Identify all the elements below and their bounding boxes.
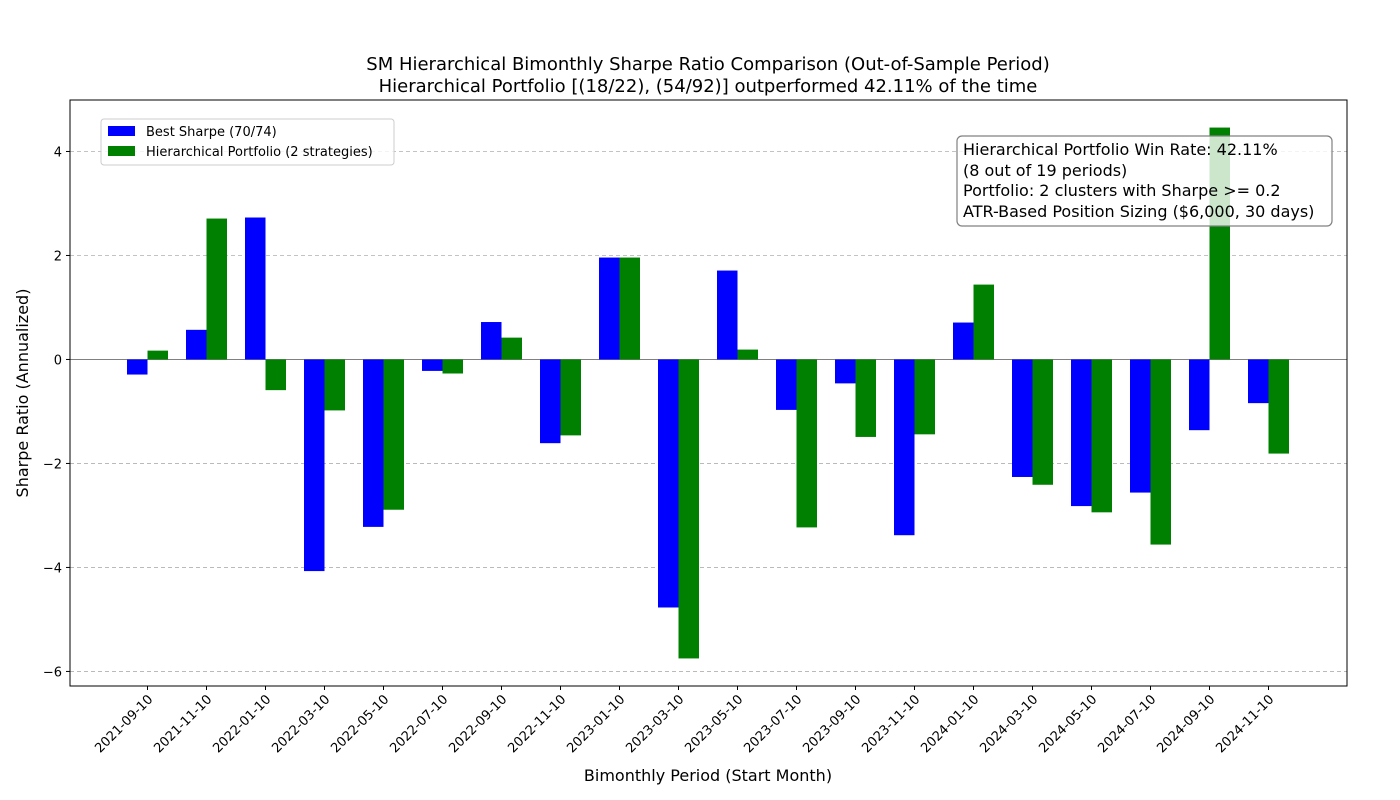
y-tick-label: 4 bbox=[54, 145, 62, 160]
legend-label-hierarchical-portfolio: Hierarchical Portfolio (2 strategies) bbox=[146, 145, 373, 160]
bar-hierarchical-portfolio bbox=[737, 349, 758, 360]
bar-hierarchical-portfolio bbox=[147, 350, 168, 360]
bar-hierarchical-portfolio bbox=[1032, 359, 1053, 485]
legend-box bbox=[100, 118, 395, 166]
bar-hierarchical-portfolio bbox=[914, 359, 935, 435]
x-axis-label: Bimonthly Period (Start Month) bbox=[584, 766, 832, 785]
bar-best-sharpe bbox=[540, 359, 561, 444]
bar-best-sharpe bbox=[1130, 359, 1151, 493]
bar-hierarchical-portfolio bbox=[796, 359, 817, 528]
bar-hierarchical-portfolio bbox=[1091, 359, 1112, 513]
bar-best-sharpe bbox=[363, 359, 384, 527]
bar-hierarchical-portfolio bbox=[383, 359, 404, 510]
bar-hierarchical-portfolio bbox=[973, 284, 994, 360]
bar-best-sharpe bbox=[1012, 359, 1033, 477]
bar-hierarchical-portfolio bbox=[501, 337, 522, 360]
annotation-box: Hierarchical Portfolio Win Rate: 42.11% … bbox=[956, 135, 1333, 227]
bar-best-sharpe bbox=[481, 322, 502, 360]
bar-hierarchical-portfolio bbox=[1268, 359, 1289, 454]
bar-best-sharpe bbox=[245, 217, 266, 360]
bar-best-sharpe bbox=[835, 359, 856, 384]
legend-swatch-best-sharpe bbox=[108, 126, 135, 136]
y-tick-label: −2 bbox=[43, 457, 62, 472]
bar-best-sharpe bbox=[127, 359, 148, 375]
y-axis-label: Sharpe Ratio (Annualized) bbox=[13, 289, 32, 498]
y-tick-label: 0 bbox=[54, 353, 62, 368]
bar-best-sharpe bbox=[1189, 359, 1210, 431]
y-tick-label: −6 bbox=[43, 665, 62, 680]
bar-hierarchical-portfolio bbox=[678, 359, 699, 659]
annotation-line-sizing: ATR-Based Position Sizing ($6,000, 30 da… bbox=[963, 202, 1314, 221]
legend: Best Sharpe (70/74) Hierarchical Portfol… bbox=[100, 118, 395, 166]
chart-title: SM Hierarchical Bimonthly Sharpe Ratio C… bbox=[366, 54, 1049, 75]
bar-best-sharpe bbox=[1248, 359, 1269, 404]
annotation-line-win-rate: Hierarchical Portfolio Win Rate: 42.11% bbox=[963, 140, 1278, 159]
bar-hierarchical-portfolio bbox=[442, 359, 463, 374]
bar-best-sharpe bbox=[953, 322, 974, 360]
y-tick-label: −4 bbox=[43, 561, 62, 576]
legend-swatch-hierarchical-portfolio bbox=[108, 146, 135, 156]
bar-best-sharpe bbox=[1071, 359, 1092, 507]
y-tick-label: 2 bbox=[54, 249, 62, 264]
annotation-line-clusters: Portfolio: 2 clusters with Sharpe >= 0.2 bbox=[963, 181, 1281, 200]
bar-best-sharpe bbox=[776, 359, 797, 410]
plot-area-frame bbox=[69, 99, 1348, 687]
bar-hierarchical-portfolio bbox=[265, 359, 286, 391]
bar-hierarchical-portfolio bbox=[206, 218, 227, 360]
bar-best-sharpe bbox=[658, 359, 679, 608]
chart-subtitle: Hierarchical Portfolio [(18/22), (54/92)… bbox=[379, 76, 1038, 97]
bar-best-sharpe bbox=[717, 270, 738, 360]
bar-best-sharpe bbox=[304, 359, 325, 572]
bar-hierarchical-portfolio bbox=[619, 257, 640, 360]
bar-best-sharpe bbox=[186, 329, 207, 360]
bar-best-sharpe bbox=[599, 257, 620, 360]
bar-hierarchical-portfolio bbox=[560, 359, 581, 436]
legend-label-best-sharpe: Best Sharpe (70/74) bbox=[146, 125, 277, 140]
bar-hierarchical-portfolio bbox=[855, 359, 876, 437]
bar-hierarchical-portfolio bbox=[324, 359, 345, 411]
bar-hierarchical-portfolio bbox=[1150, 359, 1171, 545]
bar-best-sharpe bbox=[422, 359, 443, 371]
y-axis-ticks: −6 −4 −2 0 2 4 bbox=[43, 145, 70, 680]
annotation-background bbox=[956, 135, 1333, 227]
bar-best-sharpe bbox=[894, 359, 915, 536]
annotation-line-periods: (8 out of 19 periods) bbox=[963, 161, 1127, 180]
